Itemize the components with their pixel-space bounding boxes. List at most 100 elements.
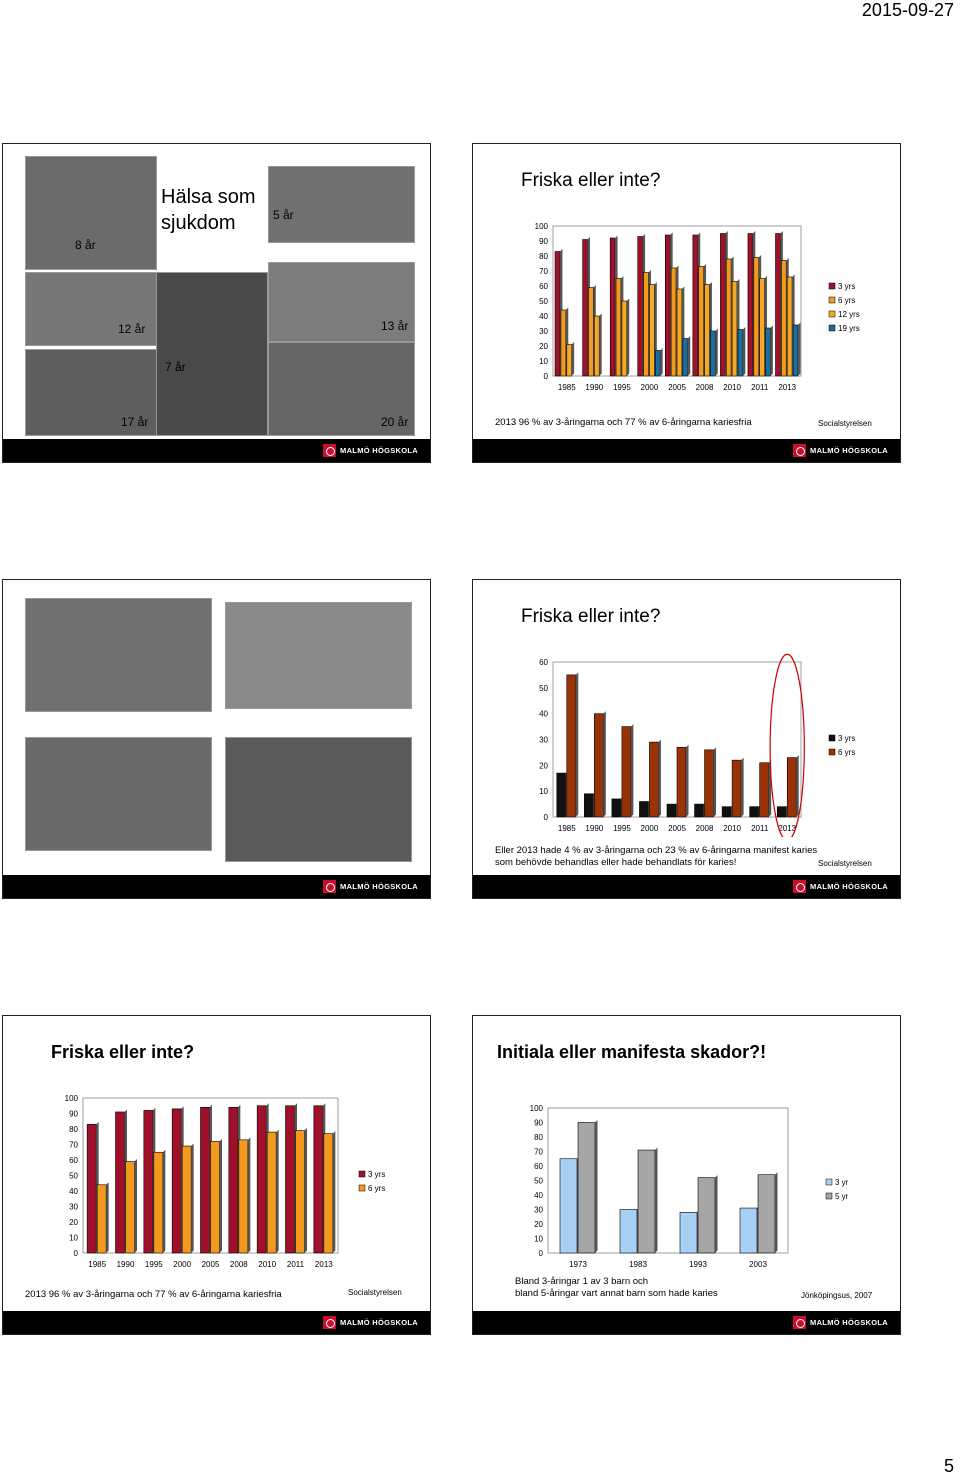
bar-shadow (626, 298, 630, 376)
y-tick-label: 90 (539, 237, 548, 246)
x-tick-label: 2000 (173, 1260, 191, 1269)
caption-line-1: Eller 2013 hade 4 % av 3-åringarna och 2… (495, 845, 818, 856)
bar (739, 1207, 758, 1254)
bar (153, 1151, 164, 1254)
x-tick-label: 1973 (569, 1260, 587, 1268)
y-tick-label: 90 (534, 1119, 543, 1128)
x-tick-label: 1995 (613, 383, 631, 392)
bar (594, 713, 604, 818)
photo-5-years (268, 166, 415, 243)
y-tick-label: 70 (539, 267, 548, 276)
y-tick-label: 0 (544, 372, 549, 381)
bar (725, 258, 732, 377)
y-tick-label: 60 (69, 1156, 78, 1165)
slide-title: Hälsa som sjukdom (161, 184, 255, 236)
bar-shadow (630, 724, 634, 817)
bar (721, 806, 732, 818)
caption-line-2: bland 5-åringar vart annat barn som hade… (515, 1288, 718, 1299)
bar (737, 329, 744, 377)
bar (757, 1174, 776, 1254)
bar-shadow (162, 1149, 166, 1253)
bar-shadow (304, 1128, 307, 1253)
slide-title: Friska eller inte? (521, 170, 661, 191)
bar (792, 324, 799, 377)
x-tick-label: 2013 (778, 383, 796, 392)
logo-text: MALMÖ HÖGSKOLA (810, 446, 888, 455)
x-tick-label: 2010 (723, 383, 741, 392)
x-tick-label: 2011 (751, 824, 769, 833)
y-tick-label: 10 (534, 1235, 543, 1244)
slide-footer: MALMÖ HÖGSKOLA (3, 875, 430, 898)
x-tick-label: 2005 (668, 824, 686, 833)
bar (649, 284, 655, 377)
y-tick-label: 60 (534, 1162, 543, 1171)
x-tick-label: 1995 (613, 824, 631, 833)
y-tick-label: 40 (539, 710, 548, 719)
bar (266, 1131, 277, 1254)
y-tick-label: 0 (539, 1249, 544, 1258)
logo-mark-icon (323, 444, 337, 457)
source-label: Socialstyrelsen (818, 859, 872, 868)
y-tick-label: 30 (539, 327, 548, 336)
x-tick-label: 1993 (689, 1260, 707, 1268)
legend-label: 3 yr (835, 1178, 849, 1187)
bar-shadow (191, 1143, 194, 1253)
bar (775, 233, 781, 377)
slide-healthy-or-not-3: Friska eller inte? 0 10 20 30 40 50 60 70 80 90 10… (2, 1015, 431, 1335)
bar-shadow (742, 327, 746, 376)
slide-caption: 2013 96 % av 3-åringarna och 77 % av 6-å… (25, 1289, 282, 1300)
y-tick-label: 20 (534, 1220, 543, 1229)
y-tick-label: 100 (535, 222, 549, 231)
label-8-years: 8 år (75, 238, 96, 252)
y-tick-label: 30 (69, 1203, 78, 1212)
bar-shadow (603, 711, 606, 817)
y-tick-label: 100 (530, 1104, 544, 1113)
y-tick-label: 50 (534, 1177, 543, 1186)
bar (692, 234, 699, 377)
bar (594, 315, 600, 377)
bar-shadow (219, 1138, 222, 1253)
logo-mark-icon (793, 880, 807, 893)
highlight-circle (769, 653, 805, 837)
photo-12-years (25, 272, 157, 346)
bar (582, 239, 588, 377)
bar (759, 762, 769, 818)
slide-title: Initiala eller manifesta skador?! (497, 1042, 767, 1062)
legend-swatch (358, 1170, 366, 1178)
logo-text: MALMÖ HÖGSKOLA (810, 1318, 888, 1327)
y-tick-label: 60 (539, 282, 548, 291)
logo-text: MALMÖ HÖGSKOLA (340, 446, 418, 455)
legend-label: 19 yrs (838, 324, 860, 333)
bar (556, 772, 567, 818)
y-tick-label: 20 (539, 342, 548, 351)
slide-health-as-disease: Hälsa som sjukdom 8 år 5 år 12 år 13 år … (2, 143, 431, 463)
bar (566, 674, 577, 818)
bar (643, 272, 649, 377)
label-20-years: 20 år (381, 415, 409, 429)
malmo-hogskola-logo: MALMÖ HÖGSKOLA (793, 879, 888, 894)
bar-shadow (660, 348, 663, 376)
bar (786, 757, 797, 818)
bar-shadow (571, 342, 575, 376)
bar-shadow (655, 1147, 658, 1253)
y-tick-label: 50 (539, 297, 548, 306)
bar-shadow (575, 672, 579, 817)
label-5-years: 5 år (273, 208, 294, 222)
legend-label: 6 yrs (368, 1184, 385, 1193)
legend-swatch (828, 296, 836, 304)
bar-shadow (715, 1175, 718, 1253)
x-tick-label: 2005 (202, 1260, 220, 1269)
label-13-years: 13 år (381, 319, 409, 333)
bar (666, 803, 677, 818)
bar (781, 260, 787, 377)
bar (637, 236, 643, 377)
bar (621, 726, 632, 818)
bar-shadow (713, 747, 717, 817)
title-line-1: Hälsa som (161, 186, 256, 208)
bar (256, 1105, 267, 1254)
bar (285, 1105, 295, 1254)
malmo-hogskola-logo: MALMÖ HÖGSKOLA (323, 1315, 418, 1330)
bar-shadow (687, 336, 691, 376)
x-tick-label: 2005 (668, 383, 686, 392)
bar (96, 1184, 107, 1254)
